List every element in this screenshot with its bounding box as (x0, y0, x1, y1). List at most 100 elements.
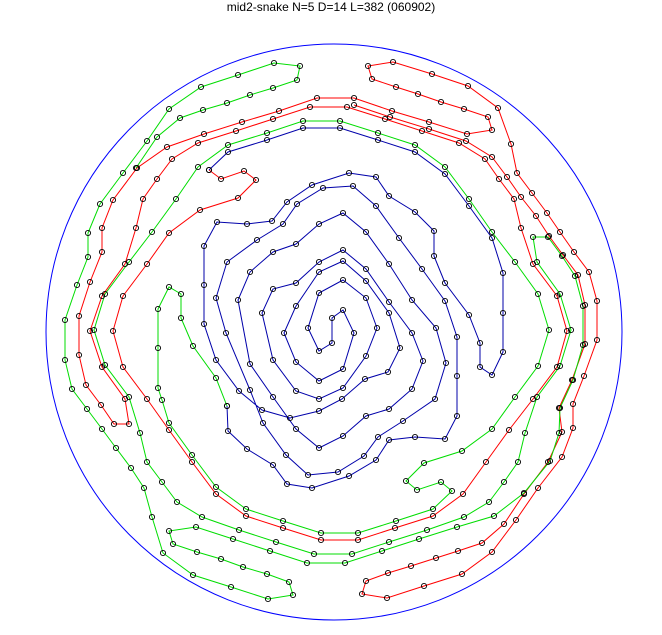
node-marker (315, 347, 323, 355)
node-marker (304, 471, 312, 479)
node-marker (158, 478, 166, 486)
node-marker (437, 478, 445, 486)
node-marker (173, 498, 181, 506)
node-marker (200, 130, 208, 138)
node-marker (328, 339, 336, 347)
node-marker (227, 583, 235, 591)
node-marker (384, 569, 392, 577)
node-marker (96, 200, 104, 208)
node-marker (408, 329, 416, 337)
node-marker (411, 433, 419, 441)
node-marker (513, 169, 521, 177)
node-marker (285, 578, 293, 586)
node-marker (263, 570, 271, 578)
node-marker (484, 113, 492, 121)
node-marker (125, 393, 133, 401)
node-marker (176, 114, 184, 122)
node-marker (396, 344, 404, 352)
node-marker (319, 184, 327, 192)
node-marker (84, 229, 92, 237)
node-marker (488, 371, 496, 379)
snake-segment-line-1 (203, 127, 504, 489)
node-marker (500, 478, 508, 486)
node-marker (275, 107, 283, 115)
node-marker (558, 428, 566, 436)
node-marker (234, 71, 242, 79)
node-marker (362, 577, 370, 585)
node-marker (165, 426, 173, 434)
node-marker (259, 419, 267, 427)
node-marker (86, 278, 94, 286)
node-marker (543, 209, 551, 217)
node-marker (408, 385, 416, 393)
node-marker (143, 458, 151, 466)
node-marker (505, 426, 513, 434)
node-marker (362, 228, 370, 236)
node-marker (349, 182, 357, 190)
node-marker (517, 224, 525, 232)
node-marker (458, 447, 466, 455)
node-marker (511, 258, 519, 266)
node-marker (269, 461, 277, 469)
node-marker (580, 372, 588, 380)
node-marker (200, 320, 208, 328)
node-marker (328, 314, 336, 322)
node-marker (136, 429, 144, 437)
node-marker (485, 498, 493, 506)
node-marker (269, 115, 277, 123)
node-marker (478, 539, 486, 547)
node-marker (109, 196, 117, 204)
node-marker (192, 523, 200, 531)
node-marker (242, 505, 250, 513)
node-marker (385, 309, 393, 317)
node-marker (413, 486, 421, 494)
node-marker (514, 458, 522, 466)
node-marker (350, 329, 358, 337)
node-marker (242, 512, 250, 520)
node-marker (338, 395, 346, 403)
node-marker (339, 365, 347, 373)
node-marker (234, 296, 242, 304)
node-marker (490, 512, 498, 520)
node-marker (441, 163, 449, 171)
node-marker (217, 555, 225, 563)
node-marker (437, 98, 445, 106)
node-marker (503, 173, 511, 181)
node-marker (476, 363, 484, 371)
node-marker (362, 412, 370, 420)
node-marker (82, 381, 90, 389)
node-marker (292, 279, 300, 287)
node-marker (315, 268, 323, 276)
node-marker (263, 129, 271, 137)
node-marker (189, 342, 197, 350)
node-marker (153, 133, 161, 141)
node-marker (488, 234, 496, 242)
node-marker (419, 357, 427, 365)
node-marker (418, 127, 426, 135)
node-marker (101, 361, 109, 369)
node-marker (308, 181, 316, 189)
node-marker (488, 153, 496, 161)
node-marker (453, 523, 461, 531)
node-marker (222, 329, 230, 337)
node-marker (569, 424, 577, 432)
node-marker (234, 194, 242, 202)
node-marker (336, 117, 344, 125)
node-marker (61, 356, 69, 364)
node-marker (454, 547, 462, 555)
node-marker (238, 118, 246, 126)
node-marker (269, 393, 277, 401)
node-marker (593, 336, 601, 344)
node-marker (283, 198, 291, 206)
node-marker (384, 368, 392, 376)
node-marker (441, 170, 449, 178)
node-marker (579, 341, 587, 349)
node-marker (372, 202, 380, 210)
node-marker (534, 362, 542, 370)
node-marker (263, 136, 271, 144)
node-marker (453, 372, 461, 380)
node-marker (455, 139, 463, 147)
node-marker (194, 139, 202, 147)
